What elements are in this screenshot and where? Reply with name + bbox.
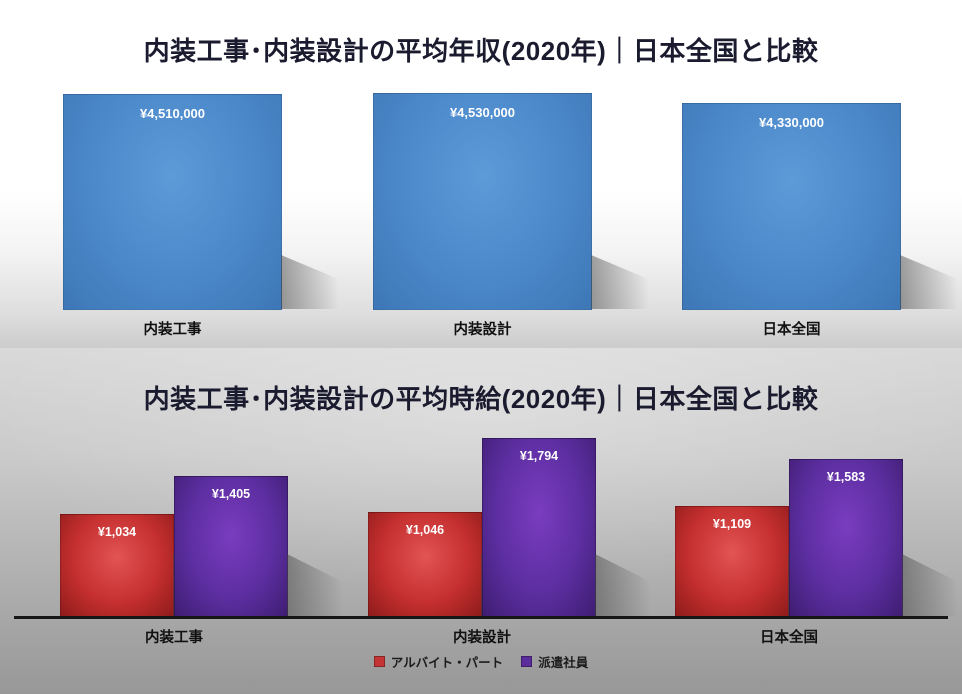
annual-category-japan-national: 日本全国 [762, 322, 821, 338]
legend-swatch-dispatch [521, 656, 533, 667]
hourly-chart-title: 内装工事･内装設計の平均時給(2020年)｜日本全国と比較 [143, 384, 819, 415]
bar-value-label: ¥4,530,000 [449, 105, 516, 120]
bar-value-label: ¥1,794 [519, 449, 559, 463]
annual-category-interior-construction: 内装工事 [143, 322, 202, 338]
bar-value-label: ¥1,583 [826, 470, 866, 484]
hourly-wage-chart: 内装工事･内装設計の平均時給(2020年)｜日本全国と比較 ¥1,034 ¥1,… [0, 348, 962, 694]
hourly-category-interior-design: 内装設計 [453, 630, 511, 646]
hourly-bar-dispatch-japan-national: ¥1,583 [789, 459, 903, 617]
annual-bar-interior-design: ¥4,530,000 [373, 93, 592, 310]
hourly-category-interior-construction: 内装工事 [145, 630, 203, 646]
hourly-category-japan-national: 日本全国 [760, 630, 818, 646]
bar-value-label: ¥1,046 [405, 523, 445, 537]
legend-item-dispatch: 派遣社員 [521, 652, 588, 671]
annual-plot-area: ¥4,510,000 ¥4,530,000 ¥4,330,000 [0, 85, 962, 310]
x-axis-line [14, 616, 948, 619]
annual-income-chart: 内装工事･内装設計の平均年収(2020年)｜日本全国と比較 ¥4,510,000… [0, 0, 962, 348]
legend-item-parttime: アルバイト・パート [373, 652, 504, 671]
hourly-bar-dispatch-interior-design: ¥1,794 [482, 438, 596, 617]
hourly-bar-dispatch-interior-construction: ¥1,405 [174, 476, 288, 617]
legend-label-dispatch: 派遣社員 [538, 656, 589, 670]
annual-bar-japan-national: ¥4,330,000 [682, 103, 901, 310]
bar-value-label: ¥4,330,000 [758, 115, 825, 130]
legend-swatch-parttime [373, 656, 385, 667]
annual-category-interior-design: 内装設計 [453, 322, 512, 338]
hourly-bar-parttime-japan-national: ¥1,109 [675, 506, 789, 617]
annual-bar-interior-construction: ¥4,510,000 [63, 94, 282, 310]
bar-value-label: ¥4,510,000 [139, 106, 206, 121]
hourly-plot-area: ¥1,034 ¥1,405 ¥1,046 ¥1,794 ¥1,109 ¥1,58… [0, 417, 962, 617]
bar-value-label: ¥1,405 [211, 487, 251, 501]
legend-label-parttime: アルバイト・パート [390, 656, 504, 670]
hourly-bar-parttime-interior-design: ¥1,046 [368, 512, 482, 617]
bar-value-label: ¥1,034 [97, 525, 137, 539]
hourly-bar-parttime-interior-construction: ¥1,034 [60, 514, 174, 617]
bar-value-label: ¥1,109 [712, 517, 752, 531]
legend: アルバイト・パート 派遣社員 [0, 652, 962, 671]
annual-chart-title: 内装工事･内装設計の平均年収(2020年)｜日本全国と比較 [143, 36, 819, 67]
